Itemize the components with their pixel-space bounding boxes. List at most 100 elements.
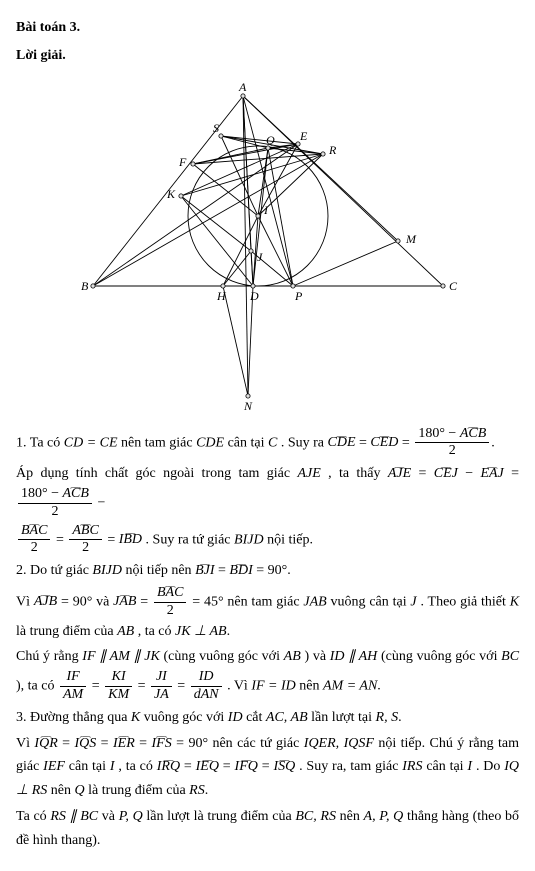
a: IFQ <box>235 755 258 779</box>
angle-bji: BJI <box>195 559 214 583</box>
tri: IRS <box>402 759 422 774</box>
svg-text:I: I <box>263 203 269 217</box>
t: . Suy ra <box>281 435 328 450</box>
t: , ta thấy <box>328 466 388 481</box>
frac-if-am: IF AM <box>60 669 86 704</box>
t: = 90° nên các tứ giác <box>176 736 304 751</box>
t: nên <box>299 679 323 694</box>
pts: A, P, Q <box>364 809 404 824</box>
pt: K <box>510 594 519 609</box>
t: ), ta có <box>16 679 58 694</box>
a: IQS <box>74 732 96 756</box>
quad: BIJD <box>234 532 264 547</box>
t: Vì <box>16 594 34 609</box>
t: = 90° và <box>61 594 113 609</box>
diagram-svg: ABCDEFSRQKIJHPMN <box>73 76 463 416</box>
t: cân tại <box>228 435 268 450</box>
svg-text:N: N <box>243 399 253 413</box>
t: (cùng vuông góc với <box>164 649 284 664</box>
tri: CDE <box>196 435 224 450</box>
eq: CD = CE <box>64 435 118 450</box>
t: nội tiếp nên <box>125 563 195 578</box>
t: . Suy ra tứ giác <box>146 532 234 547</box>
svg-text:A: A <box>238 80 247 94</box>
segs: BC, RS <box>295 809 336 824</box>
t: = 45° nên tam giác <box>192 594 303 609</box>
t: = 90°. <box>256 563 291 578</box>
svg-text:E: E <box>299 129 308 143</box>
t: Vì <box>16 736 34 751</box>
para-1: 1. Ta có CD = CE nên tam giác CDE cân tạ… <box>16 426 519 461</box>
quad: BIJD <box>92 563 122 578</box>
frac-ji-ja: JI JA <box>151 669 172 704</box>
svg-text:M: M <box>405 232 417 246</box>
para-5: Vì AJB = 90° và JAB = BAC 2 = 45° nên ta… <box>16 585 519 643</box>
a: IEQ <box>196 755 219 779</box>
frac-bac2: BAC 2 <box>154 585 186 620</box>
svg-text:S: S <box>213 121 219 135</box>
seg: AB <box>117 624 134 639</box>
svg-text:P: P <box>294 289 303 303</box>
eq: IF = ID <box>251 679 295 694</box>
angle-bdi: BDI <box>229 559 252 583</box>
t: Áp dụng tính chất góc ngoài trong tam gi… <box>16 466 297 481</box>
seg: RS <box>189 783 205 798</box>
pts: R, S <box>376 710 399 725</box>
seg: AC, AB <box>266 710 308 725</box>
t: 3. Đường thẳng qua <box>16 710 131 725</box>
t: nên tam giác <box>121 435 196 450</box>
frac-abc: ABC 2 <box>69 523 101 558</box>
svg-text:D: D <box>249 289 259 303</box>
t: là trung điểm của <box>88 783 189 798</box>
t: vuông góc với <box>144 710 228 725</box>
angle-aje: AJE <box>388 462 411 486</box>
tri: IEF <box>43 759 65 774</box>
seg: AB <box>284 649 301 664</box>
para-2: Áp dụng tính chất góc ngoài trong tam gi… <box>16 462 519 520</box>
svg-text:H: H <box>216 289 227 303</box>
t: cân tại <box>426 759 467 774</box>
t: (cùng vuông góc với <box>381 649 501 664</box>
svg-text:Q: Q <box>266 133 275 147</box>
t: 1. Ta có <box>16 435 64 450</box>
t: . <box>491 435 495 450</box>
para-rel: IF ∥ AM ∥ JK <box>82 649 160 664</box>
para-3: BAC 2 = ABC 2 = IBD . Suy ra tứ giác BIJ… <box>16 523 519 558</box>
t: . Suy ra, tam giác <box>299 759 402 774</box>
pt: K <box>131 710 140 725</box>
para-8: 3. Đường thẳng qua K vuông góc với ID cắ… <box>16 706 519 730</box>
seg: BC <box>501 649 519 664</box>
eq: AM = AN <box>323 679 377 694</box>
t: lần lượt tại <box>311 710 375 725</box>
angle-cej: CEJ <box>434 462 458 486</box>
frac-2: 180° − ACB 2 <box>18 486 92 521</box>
tri: JAB <box>303 594 326 609</box>
para-6: Chú ý rằng IF ∥ AM ∥ JK (cùng vuông góc … <box>16 645 519 703</box>
a: IQR <box>34 732 57 756</box>
t: 2. Do tứ giác <box>16 563 92 578</box>
tri: AJE <box>297 466 320 481</box>
pts: P, Q <box>119 809 143 824</box>
svg-text:J: J <box>257 250 263 264</box>
a: IRQ <box>157 755 180 779</box>
angle-cde: CDE <box>328 431 356 455</box>
t: . Vì <box>227 679 251 694</box>
t: và <box>102 809 119 824</box>
angle-ced: CED <box>370 431 398 455</box>
pt: I <box>467 759 472 774</box>
t: , ta có <box>118 759 156 774</box>
t: lần lượt là trung điểm của <box>146 809 295 824</box>
svg-text:C: C <box>449 279 458 293</box>
angle-ajb: AJB <box>34 590 57 614</box>
geometry-diagram: ABCDEFSRQKIJHPMN <box>16 76 519 416</box>
angle-jab: JAB <box>113 590 136 614</box>
seg: ID <box>228 710 243 725</box>
t: vuông cân tại <box>331 594 411 609</box>
para-rel: ID ∥ AH <box>330 649 378 664</box>
t: ) và <box>304 649 329 664</box>
t: nên <box>51 783 75 798</box>
t: nội tiếp. <box>267 532 313 547</box>
a: IER <box>113 732 135 756</box>
a: ISQ <box>273 755 295 779</box>
t: Ta có <box>16 809 50 824</box>
